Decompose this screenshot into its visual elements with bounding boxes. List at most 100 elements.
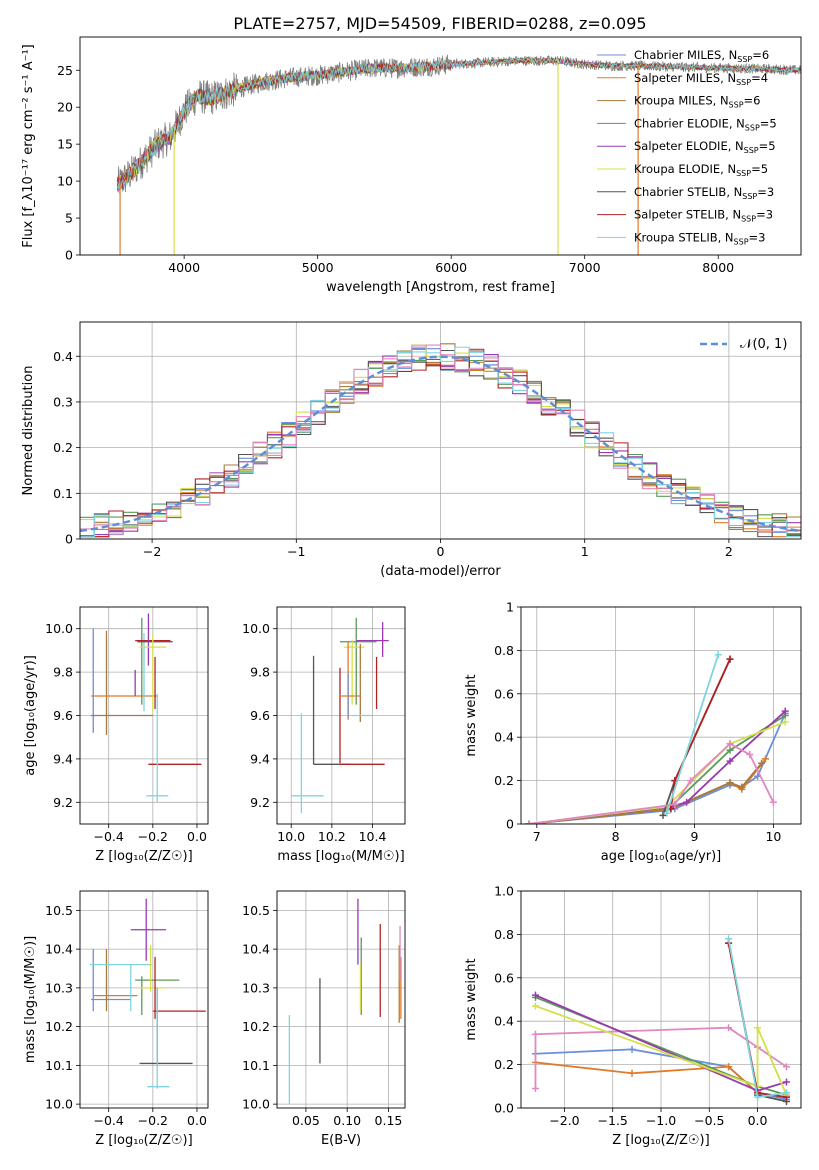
figure-title: PLATE=2757, MJD=54509, FIBERID=0288, z=0… [233, 14, 646, 33]
gaussian-curve [80, 355, 801, 533]
axes-frame [276, 890, 406, 1109]
series-marker [781, 707, 789, 715]
axes-frame [79, 890, 209, 1109]
y-tick-label: 10.0 [242, 1097, 270, 1112]
y-tick-label: 0.1 [53, 486, 73, 501]
series-marker [746, 751, 754, 759]
series-marker [683, 798, 691, 806]
y-tick-label: 15 [57, 137, 73, 152]
y-tick-label: 0.0 [494, 1101, 514, 1116]
x-tick-label: −2 [143, 544, 161, 559]
x-axis-label: (data-model)/error [380, 564, 501, 579]
y-axis-label: Flux [f_λ10⁻¹⁷ erg cm⁻² s⁻¹ A⁻¹] [21, 44, 36, 248]
series-marker [783, 1063, 791, 1071]
x-tick-label: −1.0 [646, 1113, 676, 1128]
spectrum-legend: Chabrier MILES, NSSP=6 Salpeter MILES, NS… [597, 48, 777, 246]
x-tick-label: 10.4 [359, 829, 387, 844]
series-line [528, 758, 767, 824]
x-tick-label: −0.4 [94, 1113, 124, 1128]
axes-frame [520, 890, 802, 1109]
series-marker [687, 777, 695, 785]
y-tick-label: 5 [65, 211, 73, 226]
series-marker [671, 800, 679, 808]
x-tick-label: 0.0 [187, 1113, 207, 1128]
x-tick-label: −0.5 [694, 1113, 724, 1128]
y-tick-label: 0.6 [494, 686, 514, 701]
y-tick-label: 0.4 [53, 349, 73, 364]
x-axis-label: mass [log₁₀(M/M☉)] [277, 849, 404, 864]
series-marker [783, 1089, 791, 1097]
y-tick-label: 10.0 [45, 1097, 73, 1112]
y-tick-label: 0.4 [494, 730, 514, 745]
series-marker [769, 798, 777, 806]
y-tick-label: 9.4 [53, 751, 73, 766]
y-tick-label: 0 [506, 817, 514, 832]
x-tick-label: −1.5 [598, 1113, 628, 1128]
y-tick-label: 25 [57, 63, 73, 78]
legend-entry: Salpeter ELODIE, NSSP=5 [634, 139, 776, 155]
series-line [528, 742, 775, 824]
y-tick-label: 9.2 [53, 795, 73, 810]
panel-weight_vs_age: 7 8 9 10 0 0.2 0.4 0.6 0.8 1 age [log₁₀(age/yr)] ma… [464, 600, 802, 864]
series-marker [758, 759, 766, 767]
series-marker [531, 1002, 539, 1010]
x-tick-label: 6000 [435, 260, 467, 275]
axes-frame [79, 321, 802, 540]
x-tick-label: −0.2 [138, 829, 168, 844]
y-tick-label: 10.4 [45, 942, 73, 957]
x-tick-label: −1 [287, 544, 305, 559]
y-tick-label: 9.8 [53, 665, 73, 680]
legend-entry: Kroupa STELIB, NSSP=3 [634, 230, 765, 246]
legend-entry: Kroupa ELODIE, NSSP=5 [634, 162, 768, 178]
x-tick-label: 0.0 [187, 829, 207, 844]
x-tick-label: 8000 [702, 260, 734, 275]
series-marker [738, 783, 746, 791]
panel-residuals: −2 −1 0 1 2 0 0.1 0.2 0.3 0.4 (data-model)/error No… [21, 321, 802, 579]
series-marker [663, 809, 671, 817]
series-marker [659, 811, 667, 819]
axes-frame [79, 36, 802, 256]
series-marker [781, 718, 789, 726]
series-marker [726, 740, 734, 748]
legend-entry: 𝒩(0, 1) [740, 337, 787, 352]
series-line [528, 762, 763, 824]
y-tick-label: 10.5 [45, 903, 73, 918]
x-tick-label: 0.10 [333, 1113, 361, 1128]
y-axis-label: Normed distribution [21, 366, 36, 496]
series-marker [754, 1024, 762, 1032]
x-axis-label: E(B-V) [321, 1133, 361, 1148]
y-tick-label: 9.6 [250, 708, 270, 723]
y-tick-label: 9.4 [250, 751, 270, 766]
series-marker [628, 1069, 636, 1077]
series-marker [726, 757, 734, 765]
series-marker [725, 935, 733, 943]
x-axis-label: age [log₁₀(age/yr)] [601, 849, 722, 864]
x-tick-label: 8 [612, 829, 620, 844]
legend-entry: Chabrier MILES, NSSP=6 [634, 48, 769, 64]
series-marker [754, 1093, 762, 1101]
series-marker [531, 1030, 539, 1038]
panel-mass_vs_Z: −0.4 −0.2 0.0 10.0 10.1 10.2 10.3 10.4 10.5 Z [lo… [23, 890, 209, 1148]
series-marker [531, 991, 539, 999]
x-tick-label: −0.2 [138, 1113, 168, 1128]
y-tick-label: 10.2 [45, 1019, 73, 1034]
residual-legend: 𝒩(0, 1) [700, 337, 787, 352]
y-axis-label: mass weight [464, 958, 479, 1040]
x-tick-label: 9 [691, 829, 699, 844]
x-tick-label: 10.2 [318, 829, 346, 844]
panel-age_vs_mass: 10.0 10.2 10.4 9.2 9.4 9.6 9.8 10.0 mass [log₁₀(… [242, 606, 406, 864]
x-tick-label: 0.0 [748, 1113, 768, 1128]
series-marker [762, 755, 770, 763]
panel-age_vs_Z: −0.4 −0.2 0.0 9.2 9.4 9.6 9.8 10.0 Z [log₁₀(Z/Z☉… [23, 606, 209, 864]
y-tick-label: 20 [57, 100, 73, 115]
x-tick-label: −2.0 [549, 1113, 579, 1128]
x-tick-label: 10.0 [277, 829, 305, 844]
x-tick-label: 7 [533, 829, 541, 844]
series-marker [726, 779, 734, 787]
x-tick-label: 7000 [569, 260, 601, 275]
legend-entry: Kroupa MILES, NSSP=6 [634, 94, 760, 110]
y-tick-label: 10.3 [242, 980, 270, 995]
panel-spectrum: 4000 5000 6000 7000 8000 0 5 10 15 20 25 wavelength… [21, 36, 802, 295]
y-tick-label: 10.1 [45, 1058, 73, 1073]
series-line [535, 1005, 788, 1096]
